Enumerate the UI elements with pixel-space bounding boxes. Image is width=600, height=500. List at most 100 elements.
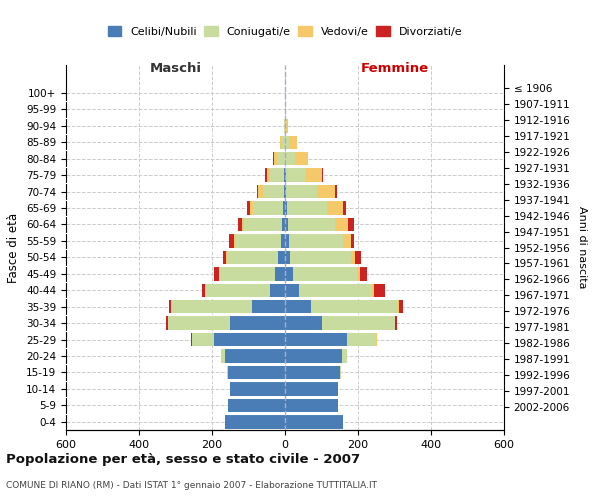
- Bar: [172, 300, 252, 314]
- Bar: [341, 350, 347, 363]
- Bar: [322, 168, 323, 182]
- Bar: [322, 316, 395, 330]
- Bar: [285, 366, 340, 379]
- Bar: [311, 300, 398, 314]
- Bar: [226, 250, 227, 264]
- Bar: [395, 316, 397, 330]
- Bar: [285, 119, 286, 132]
- Bar: [227, 250, 278, 264]
- Bar: [191, 333, 192, 346]
- Bar: [285, 267, 293, 280]
- Bar: [269, 284, 285, 297]
- Bar: [335, 218, 348, 231]
- Bar: [277, 152, 284, 166]
- Bar: [282, 218, 285, 231]
- Bar: [285, 415, 343, 428]
- Bar: [250, 202, 253, 215]
- Bar: [285, 202, 287, 215]
- Bar: [236, 234, 281, 247]
- Bar: [355, 250, 361, 264]
- Bar: [295, 152, 308, 166]
- Y-axis label: Anni di nascita: Anni di nascita: [577, 206, 587, 289]
- Bar: [214, 333, 285, 346]
- Bar: [242, 218, 244, 231]
- Bar: [227, 366, 229, 379]
- Bar: [229, 234, 234, 247]
- Bar: [285, 152, 295, 166]
- Bar: [285, 284, 299, 297]
- Bar: [285, 398, 338, 412]
- Bar: [221, 350, 225, 363]
- Bar: [263, 185, 284, 198]
- Bar: [280, 136, 282, 149]
- Bar: [267, 168, 271, 182]
- Bar: [372, 284, 374, 297]
- Bar: [299, 284, 372, 297]
- Bar: [229, 366, 285, 379]
- Bar: [285, 350, 341, 363]
- Bar: [230, 316, 285, 330]
- Bar: [350, 234, 355, 247]
- Text: Maschi: Maschi: [149, 62, 202, 75]
- Bar: [278, 250, 285, 264]
- Bar: [285, 333, 347, 346]
- Bar: [168, 316, 230, 330]
- Bar: [286, 185, 317, 198]
- Bar: [284, 168, 285, 182]
- Bar: [273, 152, 274, 166]
- Bar: [360, 267, 367, 280]
- Bar: [225, 350, 285, 363]
- Bar: [166, 316, 168, 330]
- Bar: [259, 185, 263, 198]
- Bar: [238, 218, 242, 231]
- Bar: [285, 316, 322, 330]
- Bar: [252, 300, 285, 314]
- Bar: [327, 202, 343, 215]
- Text: COMUNE DI RIANO (RM) - Dati ISTAT 1° gennaio 2007 - Elaborazione TUTTITALIA.IT: COMUNE DI RIANO (RM) - Dati ISTAT 1° gen…: [6, 480, 377, 490]
- Legend: Celibi/Nubili, Coniugati/e, Vedovi/e, Divorziati/e: Celibi/Nubili, Coniugati/e, Vedovi/e, Di…: [104, 23, 466, 40]
- Bar: [192, 333, 214, 346]
- Bar: [257, 185, 259, 198]
- Bar: [229, 398, 285, 412]
- Bar: [265, 168, 267, 182]
- Bar: [335, 185, 337, 198]
- Bar: [283, 202, 285, 215]
- Bar: [348, 218, 353, 231]
- Bar: [285, 382, 338, 396]
- Bar: [206, 284, 269, 297]
- Bar: [169, 300, 172, 314]
- Bar: [214, 267, 220, 280]
- Bar: [274, 152, 277, 166]
- Bar: [289, 234, 343, 247]
- Bar: [347, 333, 376, 346]
- Bar: [282, 136, 284, 149]
- Bar: [285, 136, 289, 149]
- Bar: [284, 119, 285, 132]
- Bar: [285, 185, 286, 198]
- Bar: [234, 234, 236, 247]
- Bar: [225, 415, 285, 428]
- Text: Popolazione per età, sesso e stato civile - 2007: Popolazione per età, sesso e stato civil…: [6, 452, 360, 466]
- Y-axis label: Fasce di età: Fasce di età: [7, 212, 20, 282]
- Bar: [398, 300, 399, 314]
- Bar: [244, 218, 282, 231]
- Bar: [290, 250, 351, 264]
- Bar: [247, 202, 250, 215]
- Bar: [285, 234, 289, 247]
- Bar: [285, 218, 288, 231]
- Bar: [284, 185, 285, 198]
- Bar: [317, 185, 335, 198]
- Bar: [289, 136, 296, 149]
- Bar: [286, 168, 306, 182]
- Bar: [253, 202, 283, 215]
- Bar: [343, 234, 350, 247]
- Bar: [285, 300, 311, 314]
- Bar: [223, 250, 226, 264]
- Bar: [340, 366, 341, 379]
- Bar: [271, 168, 284, 182]
- Bar: [399, 300, 403, 314]
- Bar: [230, 382, 285, 396]
- Bar: [202, 284, 205, 297]
- Bar: [288, 218, 335, 231]
- Bar: [357, 267, 360, 280]
